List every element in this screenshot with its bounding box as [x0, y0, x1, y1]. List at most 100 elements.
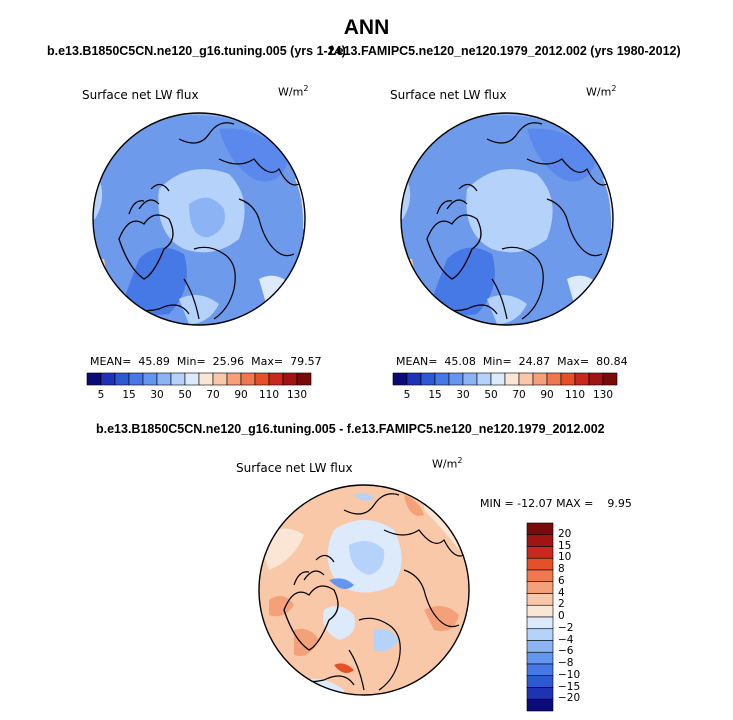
- panel1-units: W/m2: [278, 84, 309, 99]
- colorbar-swatch: [518, 372, 534, 386]
- colorbar-tick-label: 110: [564, 389, 586, 401]
- colorbar-swatch: [434, 372, 450, 386]
- diff-colorbar-ticks: 20 15 10 8 6 4 2 0 −2 −4 −6 −8 −10 −15 −20: [558, 523, 598, 711]
- colorbar-swatch: [240, 372, 256, 386]
- colorbar-tick-label: 5: [97, 389, 105, 401]
- colorbar-swatch: [526, 651, 554, 665]
- colorbar-swatch: [156, 372, 172, 386]
- colorbar-swatch: [526, 663, 554, 677]
- colorbar-tick-label: 6: [558, 574, 565, 587]
- colorbar-tick-label: 15: [558, 539, 572, 552]
- colorbar-swatch: [296, 372, 312, 386]
- colorbar-tick-label: −6: [558, 645, 574, 658]
- panel2-stats: MEAN= 45.08 Min= 24.87 Max= 80.84: [396, 355, 628, 368]
- colorbar-swatch: [532, 372, 548, 386]
- colorbar-tick-label: −20: [558, 692, 581, 705]
- colorbar-swatch: [526, 546, 554, 559]
- colorbar-swatch: [526, 557, 554, 571]
- colorbar-swatch: [226, 372, 242, 386]
- colorbar-tick-label: 130: [592, 389, 614, 401]
- colorbar-swatch: [560, 372, 576, 386]
- panel2-colorbar: [392, 372, 618, 386]
- colorbar-swatch: [588, 372, 604, 386]
- colorbar-swatch: [526, 640, 554, 653]
- panel1-stats: MEAN= 45.89 Min= 25.96 Max= 79.57: [90, 355, 322, 368]
- colorbar-swatch: [490, 372, 506, 386]
- diff-minmax: MIN = -12.07 MAX = 9.95: [480, 497, 632, 510]
- colorbar-swatch: [142, 372, 158, 386]
- colorbar-swatch: [526, 687, 554, 700]
- colorbar-swatch: [526, 593, 554, 606]
- diff-map: [258, 484, 470, 696]
- panel1-subtitle: b.e13.B1850C5CN.ne120_g16.tuning.005 (yr…: [47, 44, 346, 58]
- diff-units: W/m2: [432, 456, 463, 471]
- colorbar-tick-label: 8: [558, 563, 565, 575]
- colorbar-tick-label: −10: [558, 668, 581, 681]
- colorbar-swatch: [526, 675, 554, 688]
- panel2-subtitle: f.e13.FAMIPC5.ne120_ne120.1979_2012.002 …: [329, 44, 681, 58]
- panel2-map: [400, 112, 614, 326]
- colorbar-tick-label: 110: [258, 389, 280, 401]
- diff-variable-label: Surface net LW flux: [236, 461, 353, 475]
- colorbar-tick-label: 50: [484, 389, 498, 401]
- diff-subtitle: b.e13.B1850C5CN.ne120_g16.tuning.005 - f…: [96, 422, 605, 436]
- colorbar-swatch: [574, 372, 590, 386]
- diff-colorbar: [526, 522, 554, 712]
- colorbar-swatch: [448, 372, 464, 386]
- colorbar-swatch: [462, 372, 478, 386]
- colorbar-swatch: [282, 372, 298, 386]
- colorbar-swatch: [420, 372, 436, 386]
- panel2-variable-label: Surface net LW flux: [390, 88, 507, 102]
- panel1-colorbar: [86, 372, 312, 386]
- colorbar-swatch: [476, 372, 492, 386]
- colorbar-swatch: [406, 372, 422, 386]
- colorbar-tick-label: 130: [286, 389, 308, 401]
- panel1-map: [92, 112, 306, 326]
- colorbar-tick-label: −15: [558, 680, 581, 693]
- colorbar-tick-label: −8: [558, 657, 574, 669]
- colorbar-swatch: [86, 372, 102, 386]
- colorbar-swatch: [170, 372, 186, 386]
- colorbar-swatch: [602, 372, 618, 386]
- colorbar-swatch: [254, 372, 270, 386]
- colorbar-swatch: [212, 372, 228, 386]
- colorbar-swatch: [526, 604, 554, 618]
- colorbar-swatch: [526, 522, 554, 536]
- colorbar-tick-label: 15: [122, 389, 136, 401]
- colorbar-tick-label: 5: [403, 389, 411, 401]
- panel2-colorbar-ticks: 5 15 30 50 70 90 110 130: [393, 389, 617, 403]
- colorbar-swatch: [504, 372, 520, 386]
- colorbar-tick-label: 4: [558, 586, 565, 599]
- panel2-units: W/m2: [586, 84, 617, 99]
- colorbar-tick-label: 15: [428, 389, 442, 401]
- colorbar-tick-label: 70: [206, 389, 220, 401]
- panel1-variable-label: Surface net LW flux: [82, 88, 199, 102]
- colorbar-swatch: [526, 628, 554, 641]
- colorbar-swatch: [198, 372, 214, 386]
- colorbar-swatch: [546, 372, 562, 386]
- panel1-colorbar-ticks: 5 15 30 50 70 90 110 130: [87, 389, 311, 403]
- figure-title: ANN: [343, 16, 390, 39]
- colorbar-swatch: [268, 372, 284, 386]
- colorbar-tick-label: 20: [558, 527, 572, 540]
- colorbar-tick-label: 90: [234, 389, 248, 401]
- colorbar-tick-label: 30: [150, 389, 164, 401]
- colorbar-tick-label: −4: [558, 633, 574, 646]
- colorbar-swatch: [526, 616, 554, 630]
- colorbar-swatch: [100, 372, 116, 386]
- colorbar-swatch: [114, 372, 130, 386]
- colorbar-tick-label: 2: [558, 598, 565, 611]
- colorbar-swatch: [128, 372, 144, 386]
- colorbar-swatch: [392, 372, 408, 386]
- colorbar-tick-label: 50: [178, 389, 192, 401]
- colorbar-swatch: [526, 569, 554, 583]
- colorbar-swatch: [184, 372, 200, 386]
- colorbar-tick-label: 70: [512, 389, 526, 401]
- colorbar-tick-label: 30: [456, 389, 470, 401]
- colorbar-swatch: [526, 698, 554, 712]
- colorbar-tick-label: 0: [558, 610, 565, 622]
- colorbar-tick-label: 10: [558, 551, 572, 564]
- colorbar-tick-label: 90: [540, 389, 554, 401]
- colorbar-swatch: [526, 534, 554, 547]
- colorbar-swatch: [526, 581, 554, 594]
